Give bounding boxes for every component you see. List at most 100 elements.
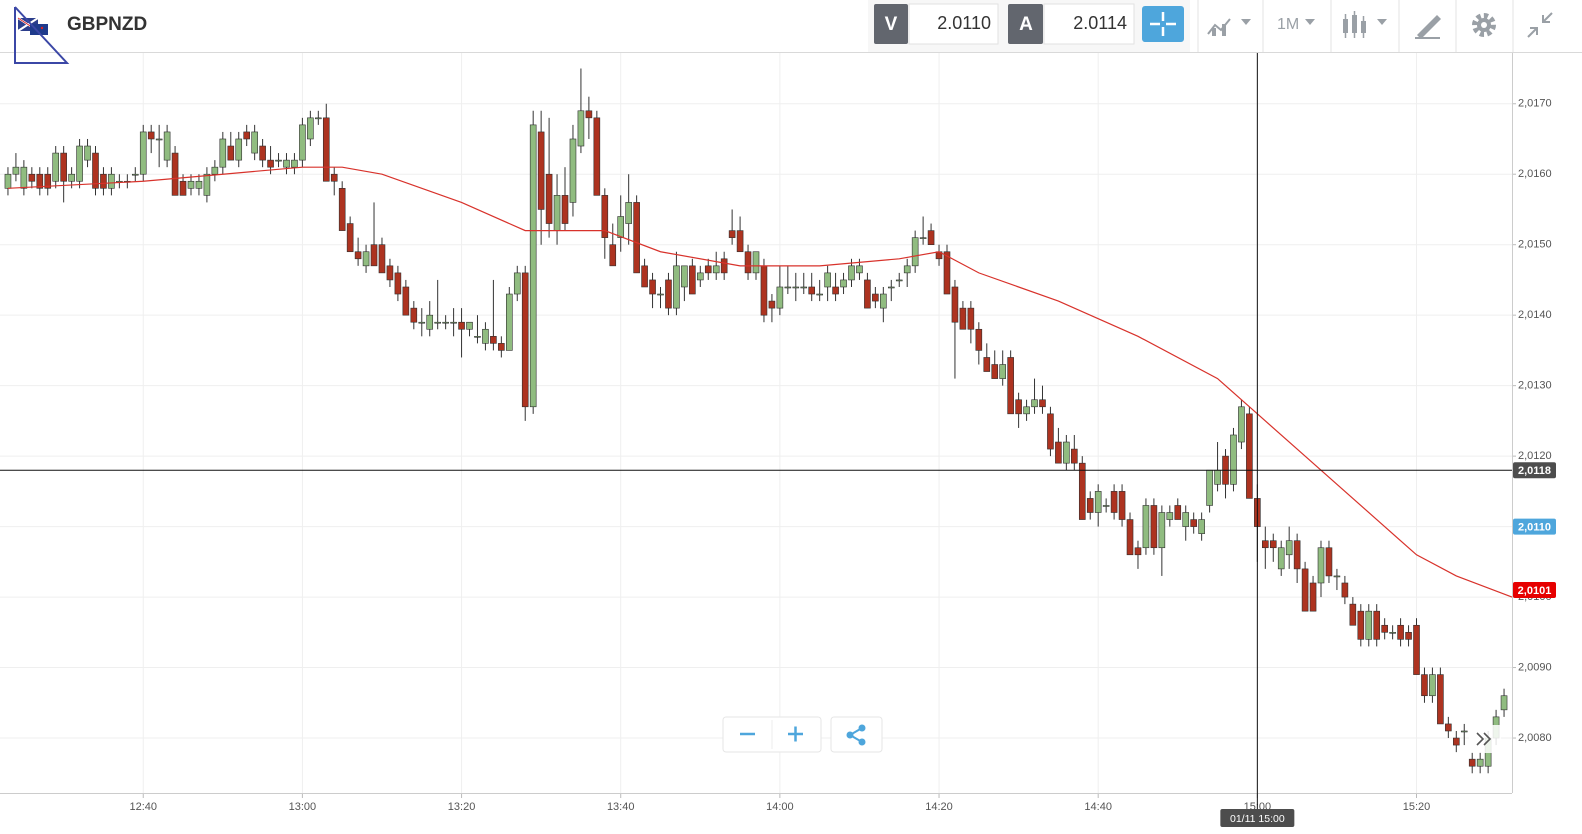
candle-body-down [760, 265, 768, 316]
candle-body-up [776, 286, 784, 309]
moving-average-line [7, 166, 1513, 598]
candle-body-down [28, 173, 36, 182]
ask-badge[interactable] [1008, 4, 1043, 44]
candle-body-up [52, 152, 60, 182]
candle-body-up [235, 138, 243, 161]
candle-body-up [474, 336, 481, 338]
candle-body-up [569, 138, 577, 203]
candle-body-up [68, 173, 75, 182]
candle-body-up [211, 166, 219, 175]
draw-button[interactable] [1415, 15, 1441, 39]
candle-body-down [872, 293, 879, 302]
candle-body-down [267, 159, 274, 168]
ask-label: A [1019, 14, 1033, 35]
candle-body-up [1094, 491, 1102, 513]
candle-body-up [131, 173, 139, 176]
candle-body-down [346, 223, 354, 253]
symbol: GBPNZD [67, 14, 147, 35]
candle-body-up [299, 124, 306, 161]
x-tick-label: 14:20 [925, 801, 953, 813]
candle-body-down [179, 180, 187, 196]
interval: 1M [1277, 16, 1299, 33]
price-marker [1513, 518, 1556, 535]
candle-body-down [243, 131, 250, 140]
candle-body-down [704, 265, 712, 274]
candle-body-up [712, 265, 720, 274]
candle-body-up [1102, 505, 1110, 507]
candle-body-down [832, 286, 839, 295]
candle-body-down [1190, 519, 1197, 527]
candle-body-down [521, 272, 529, 408]
candle-body-down [1397, 624, 1404, 640]
candle-body-up [1031, 399, 1038, 408]
candle-body-up [251, 131, 258, 154]
candle-body-down [147, 131, 155, 140]
plot-area: 12:40 13:00 13:20 13:40 14:00 14:20 14:40 15:00… [0, 53, 1556, 827]
candle-body-down [227, 145, 235, 161]
candle-body-down [768, 300, 776, 309]
zoom-controls [722, 716, 883, 753]
candle-body-down [1126, 519, 1134, 556]
candle-body-up [1198, 519, 1205, 534]
candle-style-button[interactable] [1343, 11, 1387, 38]
candle-body-up [315, 117, 322, 120]
candle-body-down [322, 117, 330, 182]
candle-body-up [418, 321, 426, 324]
candle-body-up [482, 328, 489, 344]
candle-body-down [927, 230, 935, 245]
candle-body-down [394, 272, 402, 295]
separators [1197, 0, 1514, 52]
candle-body-up [919, 237, 927, 239]
candle-body-up [617, 216, 625, 238]
y-tick-label: 2,0150 [1518, 239, 1552, 251]
candle-body-down [1468, 758, 1476, 767]
scroll-right-button[interactable] [1469, 725, 1501, 753]
candle-body-down [1015, 399, 1022, 415]
candle-body-up [848, 265, 855, 281]
candle-body-down [1325, 547, 1333, 577]
candle-body-down [720, 258, 728, 274]
candle-body-down [1007, 357, 1014, 415]
candle-body-down [259, 145, 266, 161]
candle-body-up [76, 145, 83, 182]
candle-body-up [1389, 632, 1396, 634]
candle-body-down [1039, 399, 1046, 408]
candle-body-down [100, 173, 107, 189]
candle-body-up [1317, 547, 1325, 584]
candle-body-down [545, 173, 553, 224]
zoom-in-button[interactable] [788, 726, 803, 742]
interval-button[interactable]: 1M [1277, 16, 1315, 33]
candle-body-up [529, 124, 537, 408]
bid-price: 2.0110 [937, 13, 991, 33]
candle-body-up [553, 195, 561, 231]
crosshair-button[interactable] [1142, 6, 1184, 42]
candle-body-down [1349, 603, 1357, 626]
candle-body-down [1341, 582, 1349, 598]
candle-body-down [951, 286, 959, 323]
chart-type-button[interactable] [1207, 18, 1251, 36]
candle-body-down [1071, 448, 1078, 464]
candle-body-up [1023, 406, 1030, 415]
ask-box [1043, 3, 1135, 45]
candle-body-up [20, 166, 28, 189]
candle-body-down [171, 152, 179, 196]
collapse-button[interactable] [1527, 12, 1553, 38]
candle-body-up [880, 293, 887, 309]
crosshair-time-label: 01/11 15:00 [1230, 813, 1285, 825]
candle-body-up [903, 265, 911, 274]
candle-body-down [975, 328, 983, 351]
candle-body-down [1262, 540, 1269, 549]
share-button[interactable] [846, 724, 866, 746]
candle-body-up [1238, 406, 1245, 443]
candle-body-down [728, 230, 736, 238]
candle-body-up [275, 159, 282, 162]
candle-body-up [895, 279, 903, 282]
candle-body-up [696, 272, 704, 281]
candle-body-up [1365, 610, 1373, 640]
candle-body-down [864, 279, 871, 309]
bid-badge[interactable] [874, 4, 908, 44]
candle-body-up [1476, 758, 1484, 767]
candle-body-up [506, 293, 513, 351]
settings-button[interactable] [1472, 13, 1496, 37]
